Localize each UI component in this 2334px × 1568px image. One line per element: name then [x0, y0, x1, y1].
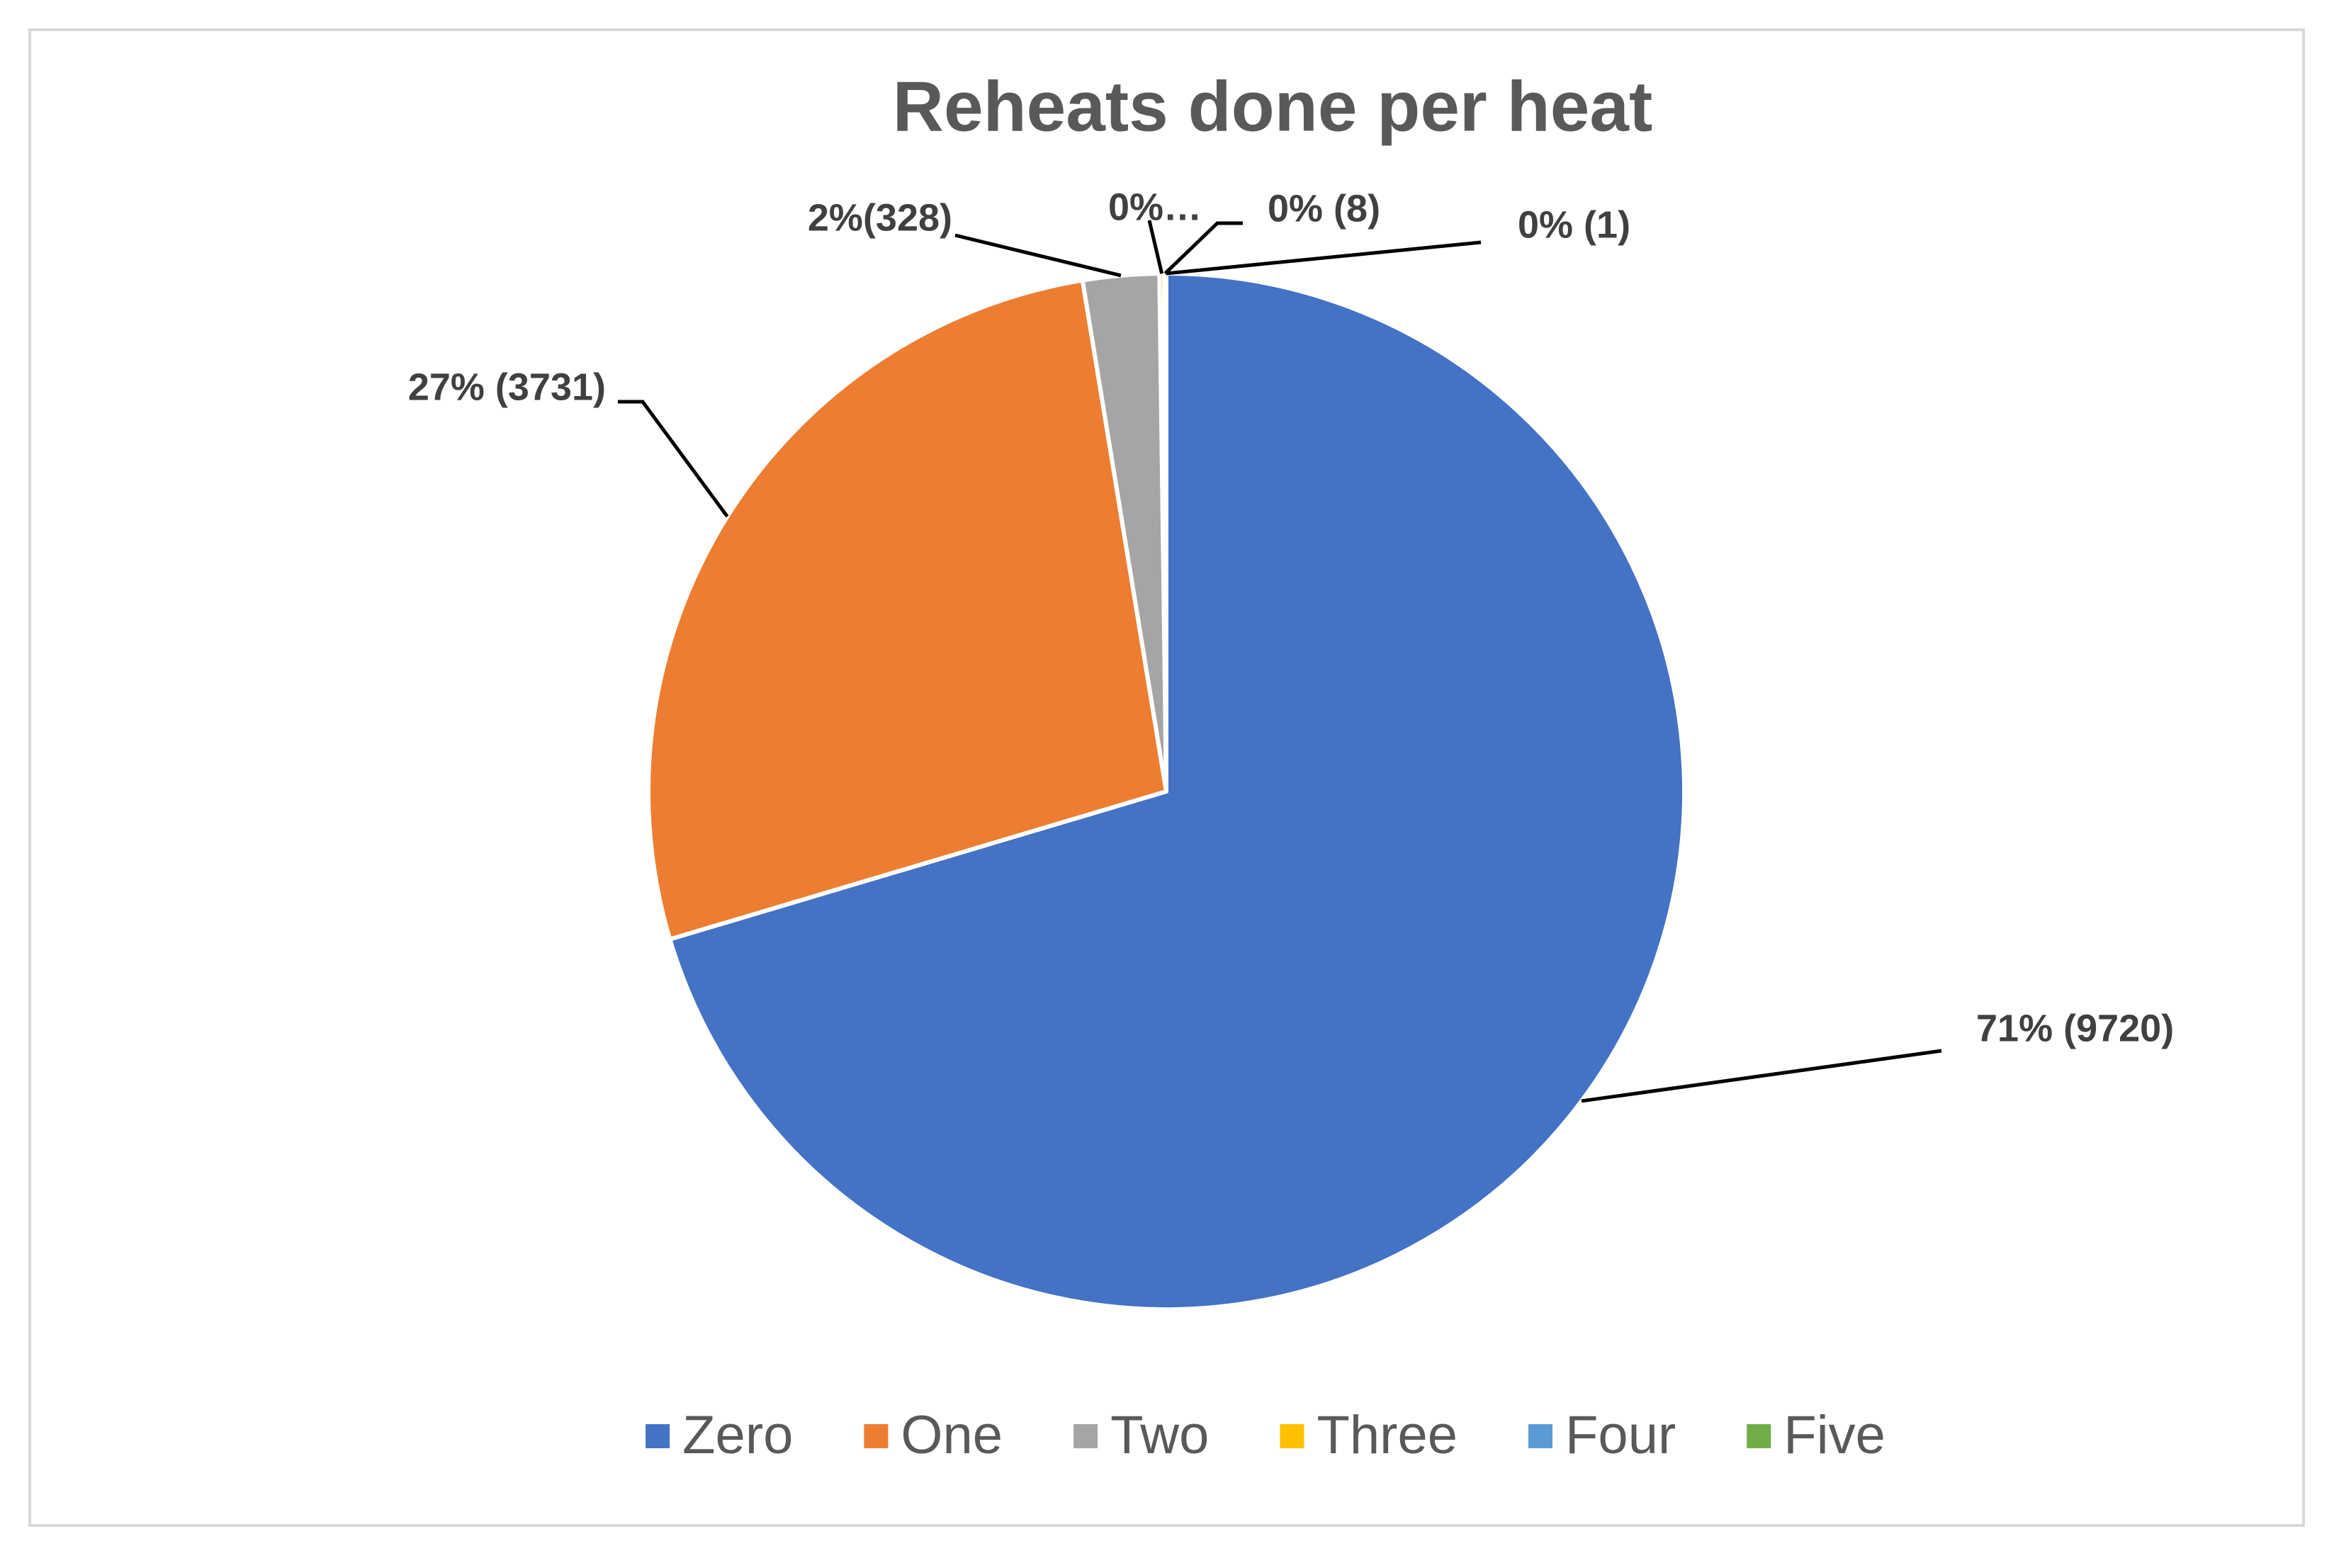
legend-swatch — [1528, 1424, 1552, 1448]
legend-swatch — [1073, 1424, 1098, 1448]
legend-label: Three — [1317, 1405, 1458, 1465]
chart-title: Reheats done per heat — [893, 67, 1653, 146]
data-label: 0%… — [1108, 186, 1202, 228]
legend-swatch — [864, 1424, 888, 1448]
data-label: 0% (8) — [1268, 187, 1380, 230]
data-label: 27% (3731) — [408, 366, 606, 408]
legend-label: Five — [1783, 1405, 1885, 1465]
legend-label: Zero — [682, 1405, 793, 1465]
data-label: 71% (9720) — [1976, 1007, 2174, 1049]
legend-swatch — [1747, 1424, 1771, 1448]
legend-label: One — [901, 1405, 1003, 1465]
data-label: 0% (1) — [1518, 203, 1630, 246]
legend-swatch — [1280, 1424, 1304, 1448]
pie — [648, 273, 1684, 1309]
legend-label: Two — [1110, 1405, 1209, 1465]
legend-swatch — [645, 1424, 670, 1448]
legend-label: Four — [1565, 1405, 1676, 1465]
data-label: 2%(328) — [808, 196, 952, 239]
